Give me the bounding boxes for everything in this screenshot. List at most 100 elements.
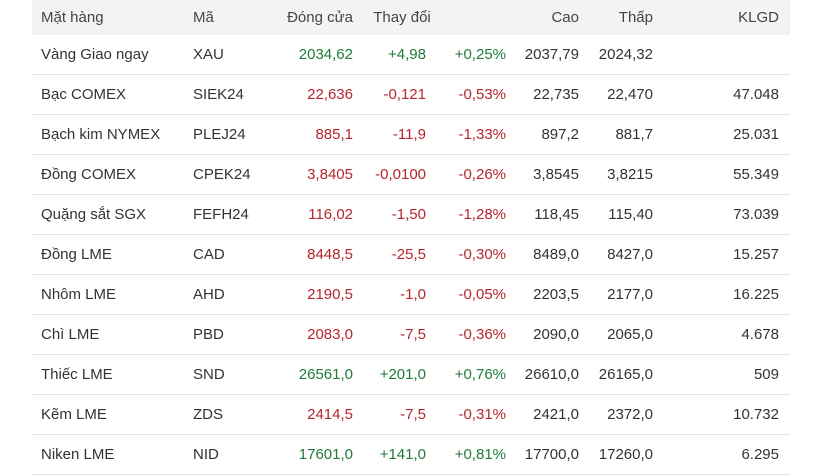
row-code: NID xyxy=(193,446,219,463)
table-row: Niken LME NID 17601,0 +141,0 +0,81% 17700,0 17… xyxy=(32,435,790,475)
row-low: 22,470 xyxy=(607,86,653,103)
table-row: Bạc COMEX SIEK24 22,636 -0,121 -0,53% 22,735 2… xyxy=(32,75,790,115)
table-row: Bạch kim NYMEX PLEJ24 885,1 -11,9 -1,33% 897,… xyxy=(32,115,790,155)
row-change: -0,121 xyxy=(383,86,426,103)
row-change: -25,5 xyxy=(391,246,426,263)
row-change: -1,0 xyxy=(400,286,426,303)
row-code: PLEJ24 xyxy=(193,126,246,143)
row-volume: 55.349 xyxy=(733,166,779,183)
row-volume: 47.048 xyxy=(733,86,779,103)
row-percent: +0,81% xyxy=(454,446,506,463)
table-row: Vàng Giao ngay XAU 2034,62 +4,98 +0,25% 2037,… xyxy=(32,35,790,75)
table-body: Vàng Giao ngay XAU 2034,62 +4,98 +0,25% 2037,… xyxy=(32,35,790,475)
row-change: -0,0100 xyxy=(375,166,426,183)
row-percent: -1,28% xyxy=(458,206,506,223)
row-volume: 15.257 xyxy=(733,246,779,263)
row-change: +201,0 xyxy=(379,366,426,383)
row-high: 118,45 xyxy=(534,206,579,223)
table-row: Thiếc LME SND 26561,0 +201,0 +0,76% 26610,0 26… xyxy=(32,355,790,395)
row-code: SND xyxy=(193,366,225,383)
row-low: 8427,0 xyxy=(607,246,653,263)
table-row: Quặng sắt SGX FEFH24 116,02 -1,50 -1,28% 118,… xyxy=(32,195,790,235)
header-item: Mặt hàng xyxy=(41,9,104,26)
row-high: 17700,0 xyxy=(524,446,579,463)
row-percent: +0,76% xyxy=(454,366,506,383)
row-high: 22,735 xyxy=(533,86,579,103)
row-volume: 4.678 xyxy=(741,326,779,343)
row-close: 885,1 xyxy=(315,126,353,143)
row-close: 3,8405 xyxy=(307,166,353,183)
row-volume: 509 xyxy=(753,366,779,383)
row-percent: -0,30% xyxy=(458,246,506,263)
row-name: Nhôm LME xyxy=(41,286,117,303)
row-volume: 73.039 xyxy=(733,206,779,223)
row-change: -1,50 xyxy=(391,206,426,223)
row-close: 2034,62 xyxy=(298,46,353,63)
row-high: 2090,0 xyxy=(533,326,579,343)
row-high: 26610,0 xyxy=(524,366,579,383)
row-close: 116,02 xyxy=(308,206,353,223)
row-low: 881,7 xyxy=(615,126,653,143)
row-name: Niken LME xyxy=(41,446,115,463)
row-name: Vàng Giao ngay xyxy=(41,46,149,63)
row-high: 3,8545 xyxy=(533,166,579,183)
row-change: -11,9 xyxy=(392,126,426,143)
row-volume: 10.732 xyxy=(733,406,779,423)
row-close: 2190,5 xyxy=(307,286,353,303)
row-close: 26561,0 xyxy=(298,366,353,383)
row-change: +4,98 xyxy=(388,46,426,63)
row-high: 897,2 xyxy=(541,126,579,143)
row-name: Bạc COMEX xyxy=(41,86,127,103)
row-code: ZDS xyxy=(193,406,223,423)
row-name: Kẽm LME xyxy=(41,406,107,423)
row-change: -7,5 xyxy=(400,406,426,423)
row-close: 2083,0 xyxy=(307,326,353,343)
table-row: Đồng LME CAD 8448,5 -25,5 -0,30% 8489,0 8427,0… xyxy=(32,235,790,275)
table-row: Nhôm LME AHD 2190,5 -1,0 -0,05% 2203,5 2177,0 1… xyxy=(32,275,790,315)
row-name: Đồng COMEX xyxy=(41,166,137,183)
row-name: Đồng LME xyxy=(41,246,112,263)
row-code: CPEK24 xyxy=(193,166,251,183)
row-low: 3,8215 xyxy=(607,166,653,183)
row-low: 115,40 xyxy=(608,206,653,223)
row-name: Thiếc LME xyxy=(41,366,113,383)
header-volume: KLGD xyxy=(738,9,779,26)
row-high: 2203,5 xyxy=(533,286,579,303)
row-percent: -0,53% xyxy=(458,86,506,103)
header-change: Thay đổi xyxy=(373,9,431,26)
row-percent: -0,31% xyxy=(458,406,506,423)
row-code: XAU xyxy=(193,46,224,63)
row-code: AHD xyxy=(193,286,225,303)
table-row: Kẽm LME ZDS 2414,5 -7,5 -0,31% 2421,0 2372,0 10… xyxy=(32,395,790,435)
header-high: Cao xyxy=(551,9,579,26)
table-row: Chì LME PBD 2083,0 -7,5 -0,36% 2090,0 2065,0 4.… xyxy=(32,315,790,355)
row-close: 2414,5 xyxy=(307,406,353,423)
row-code: PBD xyxy=(193,326,224,343)
row-name: Chì LME xyxy=(41,326,100,343)
row-close: 17601,0 xyxy=(298,446,353,463)
row-low: 2065,0 xyxy=(607,326,653,343)
row-low: 2372,0 xyxy=(607,406,653,423)
row-percent: +0,25% xyxy=(454,46,506,63)
row-code: FEFH24 xyxy=(193,206,249,223)
header-low: Thấp xyxy=(618,9,653,26)
row-code: SIEK24 xyxy=(193,86,244,103)
row-high: 8489,0 xyxy=(533,246,579,263)
row-low: 17260,0 xyxy=(598,446,653,463)
row-volume: 6.295 xyxy=(741,446,779,463)
row-high: 2421,0 xyxy=(533,406,579,423)
header-code: Mã xyxy=(193,9,214,26)
row-percent: -0,36% xyxy=(458,326,506,343)
row-change: -7,5 xyxy=(400,326,426,343)
row-close: 22,636 xyxy=(307,86,353,103)
row-percent: -0,05% xyxy=(458,286,506,303)
header-close: Đóng cửa xyxy=(287,9,353,26)
table-header: Mặt hàng Mã Đóng cửa Thay đổi Cao Thấp K… xyxy=(32,0,790,35)
row-high: 2037,79 xyxy=(524,46,579,63)
row-low: 2177,0 xyxy=(607,286,653,303)
row-volume: 25.031 xyxy=(733,126,779,143)
row-code: CAD xyxy=(193,246,225,263)
row-name: Quặng sắt SGX xyxy=(41,206,147,223)
row-close: 8448,5 xyxy=(307,246,353,263)
row-name: Bạch kim NYMEX xyxy=(41,126,161,143)
